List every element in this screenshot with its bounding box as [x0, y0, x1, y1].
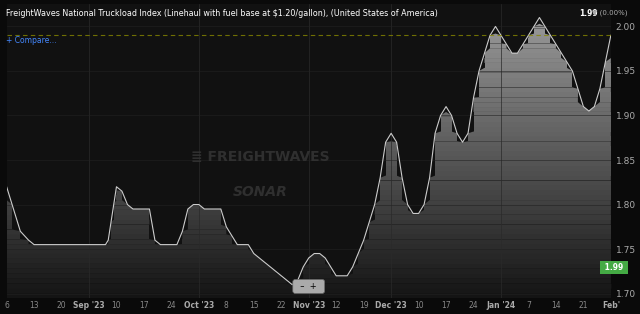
Text: ≣ FREIGHTWAVES: ≣ FREIGHTWAVES — [191, 150, 330, 164]
Text: 1.99: 1.99 — [579, 9, 598, 19]
Text: + Compare...: + Compare... — [6, 36, 57, 45]
Text: FreightWaves National Truckload Index (Linehaul with fuel base at $1.20/gallon),: FreightWaves National Truckload Index (L… — [6, 9, 438, 19]
Text: SONAR: SONAR — [233, 185, 288, 199]
Text: –  +: – + — [295, 282, 322, 291]
Text: 1.99: 1.99 — [602, 263, 626, 272]
Text: ▼ (0.00%): ▼ (0.00%) — [592, 9, 627, 16]
